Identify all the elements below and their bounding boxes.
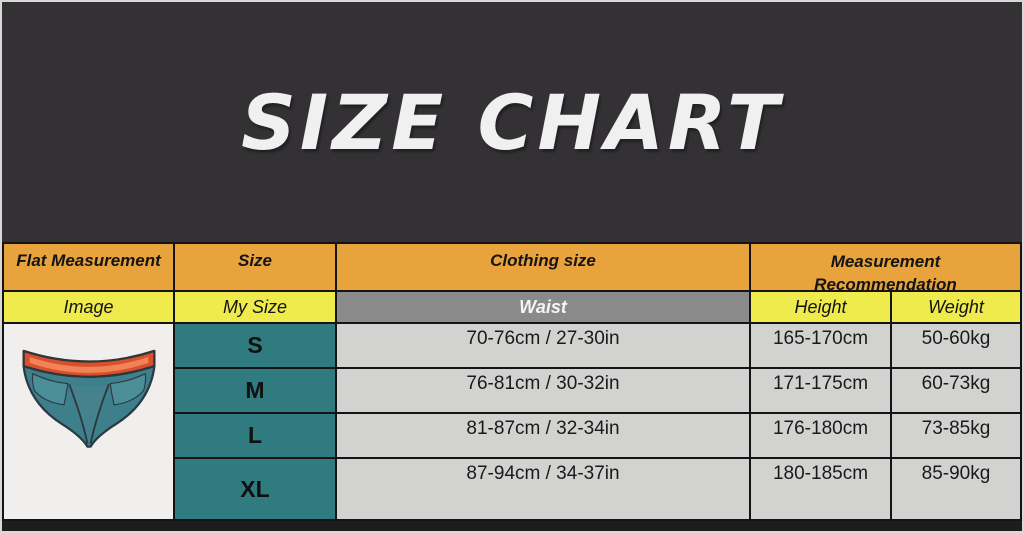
height-cell-l: 176-180cm (751, 414, 890, 457)
header-waist: Waist (337, 292, 749, 322)
weight-cell-s: 50-60kg (892, 324, 1020, 367)
waist-cell-s: 70-76cm / 27-30in (337, 324, 749, 367)
bottom-strip (2, 521, 1022, 531)
header-height: Height (751, 292, 890, 322)
title-banner: SIZE CHART (2, 2, 1022, 242)
header-my-size: My Size (175, 292, 335, 322)
briefs-illustration (22, 349, 155, 448)
header-size: Size (175, 244, 335, 290)
header-image: Image (4, 292, 173, 322)
header-measurement-recommendation-label: Measurement Recommendation (814, 252, 957, 290)
height-cell-m: 171-175cm (751, 369, 890, 412)
size-cell-l: L (175, 414, 335, 457)
size-cell-s: S (175, 324, 335, 367)
product-image-cell (4, 324, 173, 519)
header-weight: Weight (892, 292, 1020, 322)
waist-cell-m: 76-81cm / 30-32in (337, 369, 749, 412)
header-measurement-recommendation: Measurement Recommendation (751, 244, 1020, 290)
waist-cell-xl: 87-94cm / 34-37in (337, 459, 749, 519)
weight-cell-m: 60-73kg (892, 369, 1020, 412)
height-cell-xl: 180-185cm (751, 459, 890, 519)
size-cell-xl: XL (175, 459, 335, 519)
height-cell-s: 165-170cm (751, 324, 890, 367)
header-clothing-size: Clothing size (337, 244, 749, 290)
waist-cell-l: 81-87cm / 32-34in (337, 414, 749, 457)
weight-cell-l: 73-85kg (892, 414, 1020, 457)
page-title: SIZE CHART (241, 77, 783, 167)
header-flat-measurement: Flat Measurement (4, 244, 173, 290)
size-cell-m: M (175, 369, 335, 412)
weight-cell-xl: 85-90kg (892, 459, 1020, 519)
size-table: Flat Measurement Size Clothing size Meas… (2, 242, 1022, 521)
